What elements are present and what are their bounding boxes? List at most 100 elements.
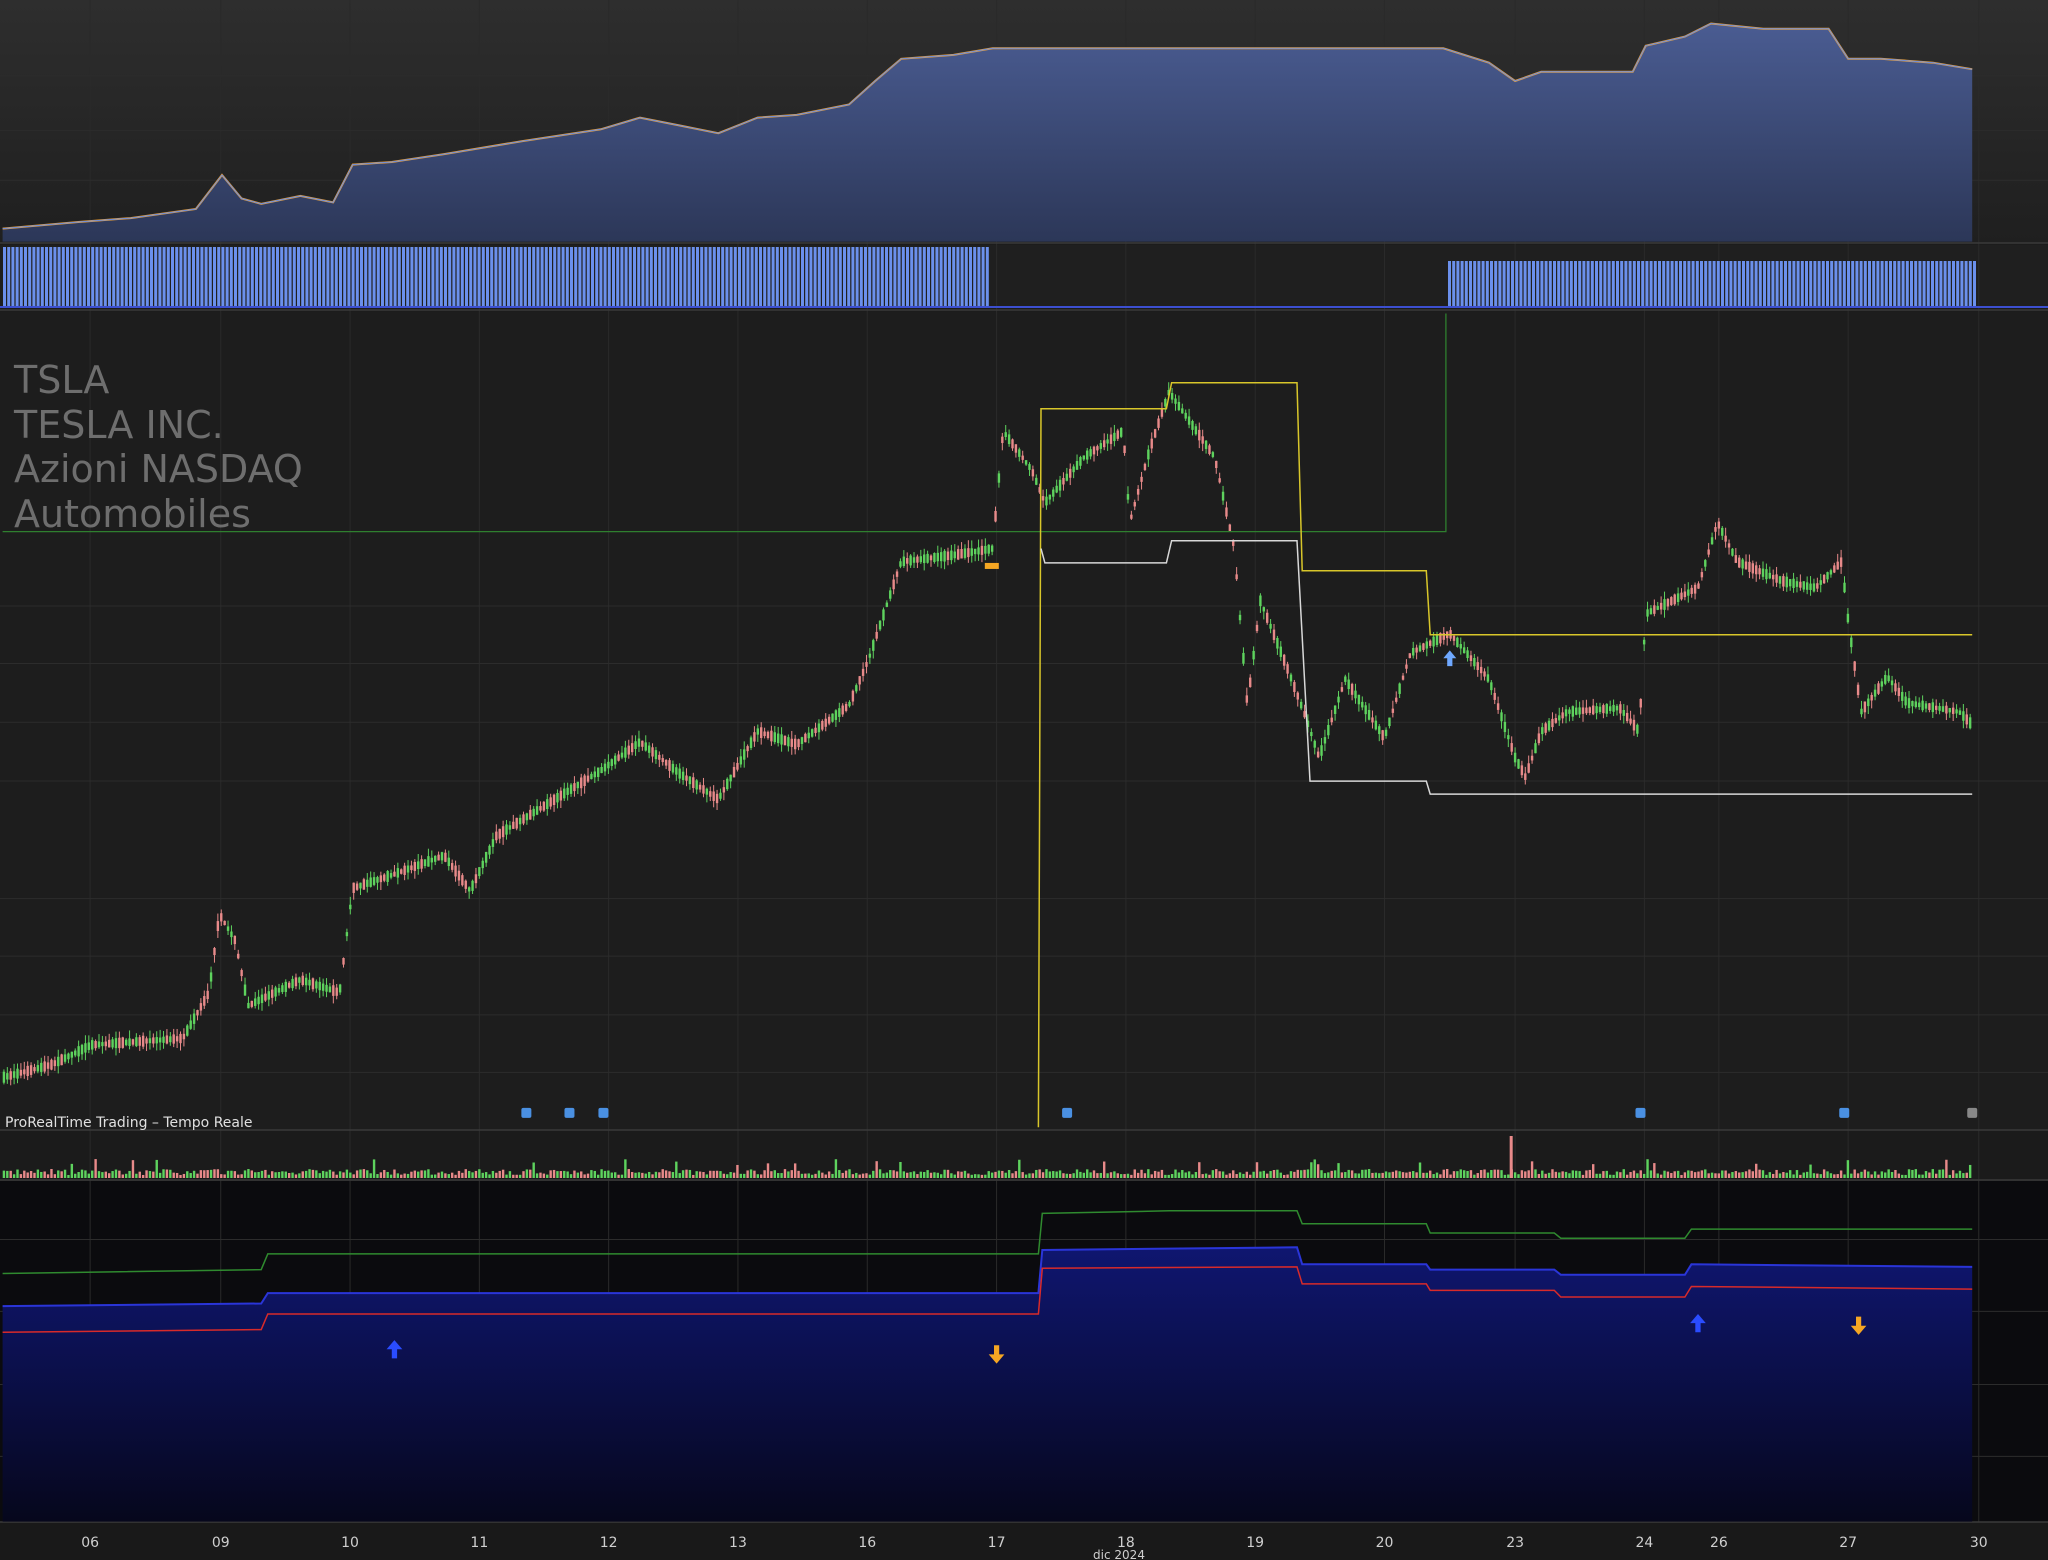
signal-bar [981,247,985,306]
volume-bar [298,1173,301,1178]
signal-bar [906,247,909,306]
volume-bar [1367,1169,1371,1178]
signal-bar [208,247,212,306]
candle-body [1812,583,1816,592]
volume-bar [804,1173,807,1178]
volume-bar [250,1170,254,1178]
candle-body [617,754,620,761]
candle-body [1894,683,1897,692]
candle-body [430,857,434,863]
volume-bar [1344,1172,1347,1178]
volume-bar [1198,1162,1201,1178]
candle-body [107,1039,111,1048]
candle-body [410,865,413,871]
volume-bar [1911,1169,1914,1178]
volume-bar [281,1171,284,1178]
signal-bar [1469,261,1472,306]
candle-body [1459,644,1462,649]
candle-body [74,1050,77,1056]
candle-body [91,1040,94,1050]
volume-bar [1130,1174,1133,1178]
candle-body [33,1067,36,1072]
volume-bar [1680,1174,1683,1178]
volume-bar [1462,1170,1466,1178]
volume-bar [304,1170,308,1178]
candle-body [1856,684,1860,696]
signal-bar [221,247,225,306]
candle-body [929,555,933,561]
candle-body [1541,727,1544,735]
signal-bar [1506,261,1510,306]
signal-bar [204,247,208,306]
signal-bar [780,247,783,306]
volume-bar [111,1171,114,1178]
volume-bar [1157,1171,1160,1178]
candle-body [1232,541,1235,546]
signal-bar [826,247,830,306]
signal-bar [271,247,275,306]
candle-body [1683,591,1687,598]
x-tick-label: 09 [212,1535,230,1551]
candle-body [644,742,647,751]
x-tick-label: 24 [1635,1535,1653,1551]
signal-marker [984,562,999,569]
signal-bar [1868,261,1871,306]
volume-bar [1123,1174,1126,1178]
candle-body [1724,535,1727,542]
indicator-blue [2,1246,1973,1308]
candle-body [1048,494,1052,500]
signal-bar [956,247,960,306]
volume-bar [1663,1170,1666,1178]
x-tick-label: 20 [1376,1535,1394,1551]
volume-bar [1089,1172,1092,1178]
candle-body [912,557,916,563]
candle-body [1123,445,1126,454]
volume-bar [1473,1174,1476,1178]
candle-body [206,990,209,1000]
candle-body [1751,563,1755,574]
volume-bar [831,1173,834,1178]
volume-bar [447,1174,450,1178]
candle-body [1082,455,1086,460]
volume-bar [1215,1169,1218,1178]
candle-body [712,791,715,801]
signal-bar [1683,261,1687,306]
candle-body [1361,701,1364,708]
volume-bar [923,1172,926,1178]
candle-body [1554,718,1558,723]
volume-bar [1639,1170,1642,1178]
volume-bar [1486,1172,1490,1178]
signal-bar [24,247,27,306]
candle-body [233,935,237,945]
candle-body [1510,743,1513,752]
candle-body [1259,595,1262,607]
signal-bar [948,247,951,306]
volume-bar [1819,1174,1822,1178]
candle-body [1734,555,1738,563]
candle-body [355,883,359,890]
candle-body [1466,650,1469,659]
candle-body [1119,427,1123,437]
volume-bar [1422,1172,1425,1178]
candle-body [1327,724,1330,736]
volume-bar [1690,1170,1693,1178]
candle-body [50,1059,53,1070]
volume-bar [1965,1172,1968,1178]
volume-bar [933,1172,936,1178]
candle-body [603,763,607,772]
volume-bar [1024,1174,1028,1178]
signal-bar [171,247,174,306]
lower-band [1040,539,1973,795]
signal-bar [670,247,674,306]
candle-body [1938,706,1941,711]
signal-bar [763,247,767,306]
candle-body [386,871,389,882]
candle-body [1344,676,1347,682]
candle-body [505,824,508,835]
candle-body [379,875,383,883]
volume-bar [376,1174,379,1178]
candle-body [593,771,597,778]
candle-body [624,747,627,758]
volume-bar [1330,1170,1333,1178]
signal-bar [288,247,292,306]
